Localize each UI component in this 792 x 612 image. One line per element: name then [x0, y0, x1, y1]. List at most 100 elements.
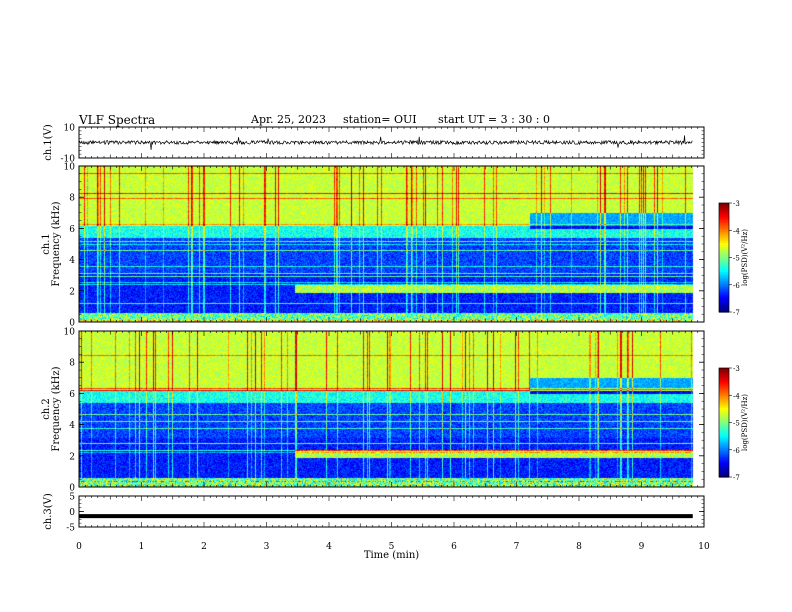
colorbar-swatch — [719, 446, 729, 449]
colorbar-swatch — [719, 206, 729, 210]
colorbar-swatch — [719, 373, 729, 376]
colorbar-swatch — [719, 462, 729, 465]
start-time-label: start UT = 3 : 30 : 0 — [438, 113, 551, 126]
colorbar-label-group: log(PSD)(V²/Hz) — [741, 394, 749, 451]
colorbar-swatch — [719, 467, 729, 471]
colorbar-swatch — [719, 228, 729, 231]
x-tick-label: 0 — [76, 542, 82, 552]
y-tick-label: 5 — [69, 493, 75, 503]
colorbar-swatch — [719, 455, 729, 458]
colorbar-swatch — [719, 242, 729, 246]
colorbar-swatch — [719, 213, 729, 217]
colorbar-swatch — [719, 473, 729, 476]
x-tick-label: 7 — [514, 542, 520, 552]
colorbar-swatch — [719, 371, 729, 375]
colorbar-swatch — [719, 447, 729, 451]
colorbar-tick-label: -3 — [733, 365, 740, 373]
colorbar-swatch — [719, 475, 729, 478]
colorbar-swatch — [719, 429, 729, 433]
station-label: station= OUI — [343, 113, 417, 126]
colorbar-swatch — [719, 449, 729, 453]
y-axis-label-group: ch.2 Frequency (kHz) — [41, 366, 62, 451]
colorbar-swatch — [719, 257, 729, 260]
y-tick-label: -5 — [66, 524, 75, 534]
colorbar-swatch — [719, 252, 729, 255]
y-tick-label: -10 — [61, 155, 76, 165]
x-tick-label: 2 — [201, 542, 207, 552]
colorbar-swatch — [719, 451, 729, 454]
colorbar-swatch — [719, 237, 729, 240]
y-tick-label: 6 — [69, 390, 75, 400]
colorbar-swatch — [719, 302, 729, 306]
colorbar-swatch — [719, 203, 729, 206]
colorbar-swatch — [719, 241, 729, 244]
x-tick-label: 4 — [326, 542, 332, 552]
y-tick-label: 2 — [69, 452, 75, 462]
colorbar-swatch — [719, 266, 729, 269]
colorbar-swatch — [719, 217, 729, 220]
x-tick-label: 5 — [389, 542, 395, 552]
colorbar-swatch — [719, 420, 729, 424]
colorbar-swatch — [719, 418, 729, 422]
colorbar-swatch — [719, 215, 729, 219]
y-tick-label: 4 — [69, 256, 75, 266]
colorbar-swatch — [719, 261, 729, 264]
colorbar-swatch — [719, 382, 729, 385]
colorbar-tick-label: -7 — [733, 309, 740, 317]
x-tick-label: 1 — [139, 542, 145, 552]
colorbar-swatch — [719, 306, 729, 309]
colorbar-swatch — [719, 286, 729, 289]
y-axis-label: ch.1(V) — [43, 124, 54, 161]
colorbar-swatch — [719, 208, 729, 211]
x-tick-label: 9 — [639, 542, 645, 552]
colorbar-swatch — [719, 471, 729, 474]
colorbar-label: log(PSD)(V²/Hz) — [741, 229, 749, 286]
colorbar-swatch — [719, 384, 729, 387]
colorbar-swatch — [719, 221, 729, 224]
colorbar-swatch — [719, 431, 729, 434]
colorbar-tick-label: -7 — [733, 474, 740, 482]
colorbar-swatch — [719, 248, 729, 251]
colorbar-swatch — [719, 469, 729, 473]
colorbar-tick-label: -5 — [733, 255, 740, 263]
colorbar-swatch — [719, 440, 729, 444]
colorbar-swatch — [719, 264, 729, 268]
colorbar: -3 -4 -5 -6 -7 log(PSD)(V²/Hz) — [718, 365, 749, 482]
colorbar-swatch — [719, 438, 729, 442]
colorbar-swatch — [719, 422, 729, 425]
y-tick-label: 10 — [64, 124, 76, 134]
colorbar-swatch — [719, 393, 729, 396]
y-axis-label-group: ch.1 Frequency (kHz) — [41, 201, 62, 286]
spectrogram-image — [79, 166, 704, 322]
colorbar-swatch — [719, 433, 729, 436]
colorbar-swatch — [719, 310, 729, 313]
colorbar-swatch — [719, 250, 729, 253]
colorbar-swatch — [719, 277, 729, 280]
colorbar-swatch — [719, 391, 729, 395]
colorbar-swatch — [719, 204, 729, 208]
colorbar-swatch — [719, 437, 729, 440]
colorbar-swatch — [719, 281, 729, 284]
colorbar-tick-label: -5 — [733, 420, 740, 428]
colorbar-swatch — [719, 224, 729, 228]
colorbar-swatch — [719, 270, 729, 273]
x-axis-label: Time (min) — [364, 550, 419, 561]
colorbar-tick-label: -4 — [733, 227, 740, 235]
colorbar-swatch — [719, 442, 729, 445]
colorbar-swatch — [719, 293, 729, 297]
spectrogram-image — [79, 331, 704, 487]
date-label: Apr. 25, 2023 — [251, 113, 327, 126]
colorbar-swatch — [719, 387, 729, 391]
colorbar-swatch — [719, 284, 729, 288]
colorbar-swatch — [719, 395, 729, 398]
colorbar-swatch — [719, 253, 729, 257]
colorbar-swatch — [719, 406, 729, 409]
colorbar-swatch — [719, 255, 729, 259]
colorbar-swatch — [719, 404, 729, 407]
y-axis-label: ch.2 — [41, 398, 52, 420]
colorbar-swatch — [719, 272, 729, 275]
y-tick-label: 0 — [69, 319, 75, 329]
y-tick-label: 10 — [64, 328, 76, 338]
y-tick-label: 8 — [69, 194, 75, 204]
